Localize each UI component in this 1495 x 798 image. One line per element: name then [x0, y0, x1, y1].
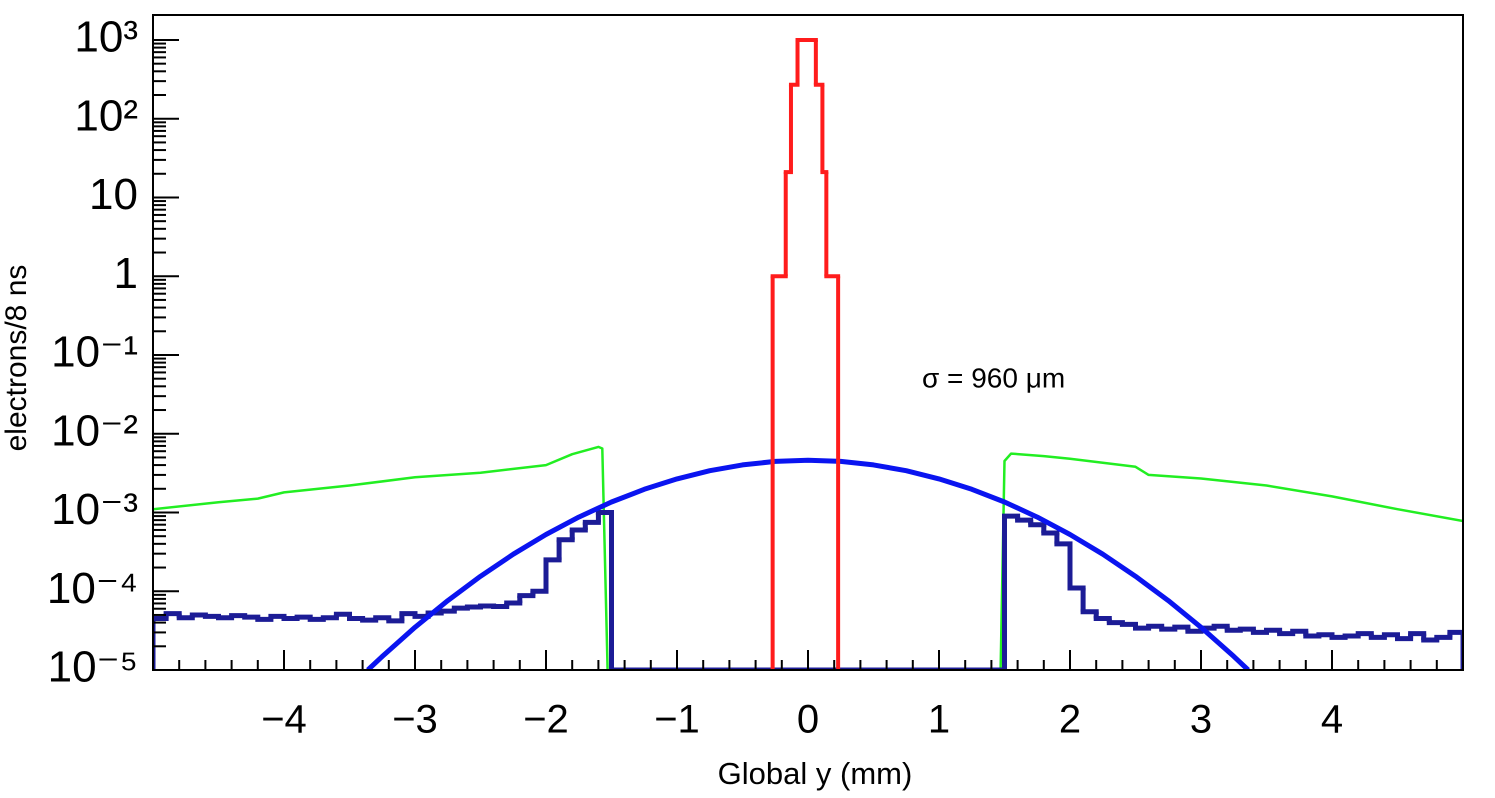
x-tick-label: 1 [928, 698, 950, 742]
x-tick-label: 0 [797, 698, 819, 742]
x-tick-label: 3 [1190, 698, 1212, 742]
y-tick-label: 10⁻² [51, 406, 138, 455]
y-tick-label: 10² [74, 91, 138, 140]
x-tick-label: −2 [523, 698, 569, 742]
y-tick-label: 10³ [74, 13, 138, 62]
curve [153, 445, 1463, 670]
x-tick-label: −4 [261, 698, 307, 742]
x-tick-label: 4 [1321, 698, 1343, 742]
y-tick-label: 10⁻³ [51, 485, 138, 534]
y-tick-label: 10 [89, 170, 138, 219]
curve [366, 457, 1250, 670]
x-tick-label: −3 [392, 698, 438, 742]
y-tick-label: 1 [114, 249, 138, 298]
y-tick-label: 10⁻⁴ [47, 564, 138, 613]
y-axis-title: electrons/8 ns [0, 265, 33, 452]
x-tick-label: 2 [1059, 698, 1081, 742]
plot-area [153, 37, 1463, 670]
annotation: σ = 960 μm [922, 362, 1065, 393]
plot-frame [152, 14, 1464, 671]
y-tick-label: 10⁻¹ [51, 328, 138, 377]
y-tick-label: 10⁻⁵ [48, 643, 138, 692]
x-tick-label: −1 [654, 698, 700, 742]
x-axis-title: Global y (mm) [718, 756, 913, 791]
